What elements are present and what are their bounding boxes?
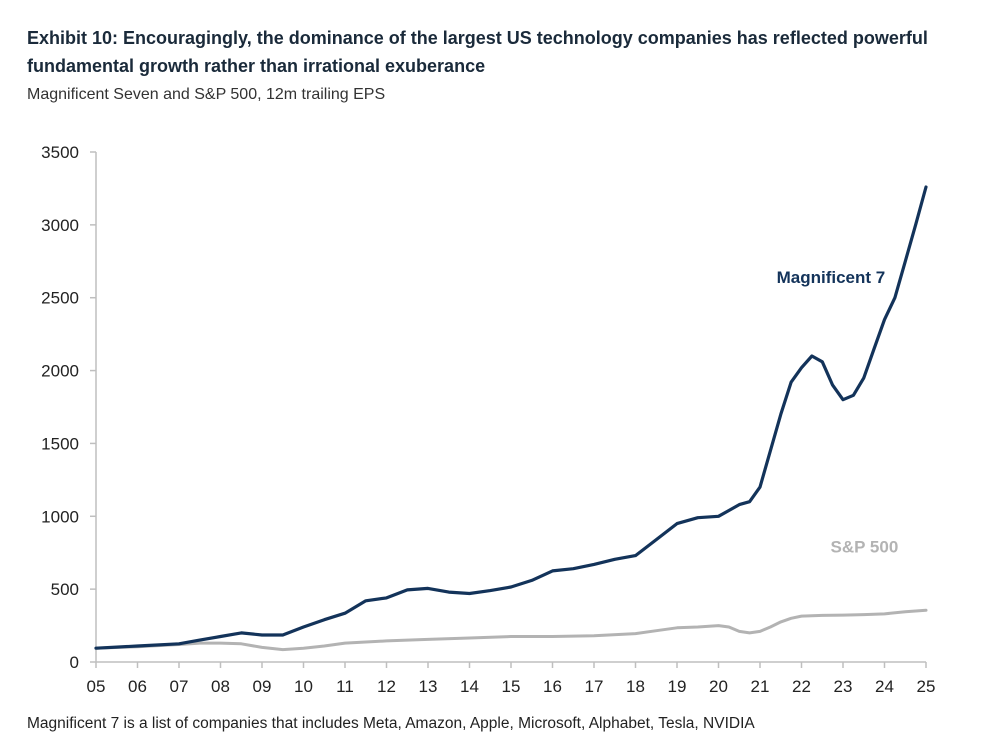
x-tick-label: 21 xyxy=(751,677,770,696)
y-tick-label: 2000 xyxy=(41,362,79,381)
x-tick-label: 07 xyxy=(170,677,189,696)
y-tick-label: 500 xyxy=(51,580,79,599)
x-tick-label: 17 xyxy=(585,677,604,696)
x-tick-label: 16 xyxy=(543,677,562,696)
axes: 0 500 1000 1500 2000 2500 3000 3500 05 06 07 08 09 10… xyxy=(41,143,935,696)
x-tick-label: 06 xyxy=(128,677,147,696)
chart-title: Exhibit 10: Encouragingly, the dominance… xyxy=(27,28,928,76)
x-tick-label: 10 xyxy=(294,677,313,696)
y-tick-label: 1500 xyxy=(41,434,79,453)
x-tick-label: 22 xyxy=(792,677,811,696)
x-tick-label: 24 xyxy=(875,677,894,696)
y-tick-label: 3000 xyxy=(41,216,79,235)
series-line-sp500 xyxy=(94,608,928,652)
x-tick-label: 19 xyxy=(668,677,687,696)
x-tick-label: 12 xyxy=(377,677,396,696)
x-tick-label: 09 xyxy=(253,677,272,696)
x-tick-label: 20 xyxy=(709,677,728,696)
y-tick-label: 2500 xyxy=(41,289,79,308)
x-tick-label: 14 xyxy=(460,677,479,696)
x-tick-label: 05 xyxy=(87,677,106,696)
x-tick-label: 08 xyxy=(211,677,230,696)
line-chart: 0 500 1000 1500 2000 2500 3000 3500 05 06 07 08 09 10… xyxy=(41,143,935,696)
y-tick-label: 0 xyxy=(70,653,79,672)
series-line-magnificent-7 xyxy=(94,185,928,650)
x-tick-label: 15 xyxy=(502,677,521,696)
y-tick-label: 1000 xyxy=(41,507,79,526)
x-tick-label: 23 xyxy=(834,677,853,696)
footnote: Magnificent 7 is a list of companies tha… xyxy=(27,715,755,732)
x-tick-label: 13 xyxy=(419,677,438,696)
y-tick-label: 3500 xyxy=(41,143,79,162)
x-tick-label: 18 xyxy=(626,677,645,696)
series-labels: Magnificent 7 S&P 500 xyxy=(777,268,899,557)
series-label-magnificent-7: Magnificent 7 xyxy=(777,268,886,287)
x-tick-label: 11 xyxy=(336,677,354,696)
series-label-sp500: S&P 500 xyxy=(831,538,899,557)
chart-subtitle: Magnificent Seven and S&P 500, 12m trail… xyxy=(27,86,386,103)
x-tick-label: 25 xyxy=(917,677,936,696)
series-lines xyxy=(94,185,928,652)
